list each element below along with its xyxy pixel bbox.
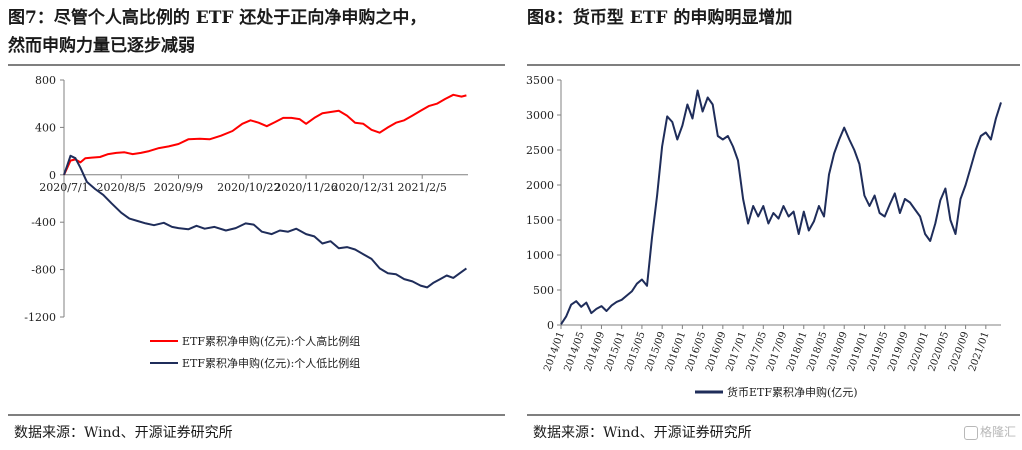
watermark-text: 格隆汇 — [979, 425, 1016, 439]
left-x-tick-label: 2020/8/5 — [97, 181, 146, 194]
left-legend-label: ETF累积净申购(亿元):个人高比例组 — [182, 334, 360, 348]
right-title-rule — [527, 64, 1020, 66]
left-chart: -1200 -800 -400 0 400 800 2020/7/1 2020/8/5 2020… — [24, 74, 468, 370]
left-y-tick-label: -1200 — [24, 311, 56, 324]
right-y-tick-label: 2000 — [526, 179, 554, 192]
right-y-tick-label: 0 — [547, 319, 554, 332]
right-legend-label: 货币ETF累积净申购(亿元) — [727, 385, 858, 399]
left-legend-label: ETF累积净申购(亿元):个人低比例组 — [182, 356, 360, 370]
left-figure-panel: 图7：尽管个人高比例的 ETF 还处于正向净申购之中， 然而申购力量已逐步减弱 … — [0, 0, 505, 450]
left-x-tick-label: 2020/9/9 — [154, 181, 203, 194]
right-x-tick-label: 2021/01 — [967, 330, 992, 373]
right-figure-panel: 图8：货币型 ETF 的申购明显增加 0 500 1000 1500 2000 2500 3… — [519, 0, 1022, 450]
right-source-note: 数据来源：Wind、开源证券研究所 — [533, 425, 752, 441]
left-x-tick-label: 2020/11/26 — [274, 181, 337, 194]
right-y-tick-label: 1500 — [526, 214, 554, 227]
right-source-rule — [527, 414, 1020, 416]
left-title-line1: 图7：尽管个人高比例的 ETF 还处于正向净申购之中， — [8, 8, 427, 28]
right-y-tick-label: 500 — [533, 284, 554, 297]
left-x-tick-label: 2020/7/1 — [39, 181, 88, 194]
left-y-tick-label: 0 — [49, 169, 56, 182]
left-title-line2: 然而申购力量已逐步减弱 — [8, 36, 195, 56]
series-line-low-ratio — [63, 154, 467, 289]
left-x-tick-label: 2021/2/5 — [397, 181, 446, 194]
watermark-logo-icon — [963, 425, 978, 440]
right-y-tick-label: 2500 — [526, 144, 554, 157]
left-x-tick-label: 2020/10/22 — [217, 181, 280, 194]
left-source-rule — [8, 414, 505, 416]
left-title-rule — [8, 64, 505, 66]
left-y-tick-label: -400 — [31, 216, 56, 229]
left-y-tick-label: -800 — [31, 264, 56, 277]
series-line-money-etf — [560, 89, 1002, 325]
right-chart: 05001000150020002500300035002014/012014/… — [526, 74, 1002, 399]
left-y-tick-label: 400 — [35, 121, 56, 134]
series-line-high-ratio — [63, 93, 467, 176]
right-y-tick-label: 3500 — [526, 74, 554, 87]
right-figure-title: 图8：货币型 ETF 的申购明显增加 — [527, 8, 793, 28]
left-figure-title: 图7：尽管个人高比例的 ETF 还处于正向净申购之中， 然而申购力量已逐步减弱 — [8, 4, 426, 60]
right-y-tick-label: 1000 — [526, 249, 554, 262]
right-y-tick-label: 3000 — [526, 109, 554, 122]
left-y-tick-label: 800 — [35, 74, 56, 87]
left-x-tick-label: 2020/12/31 — [332, 181, 395, 194]
watermark: 格隆汇 — [963, 423, 1016, 440]
left-source-note: 数据来源：Wind、开源证券研究所 — [14, 425, 233, 441]
